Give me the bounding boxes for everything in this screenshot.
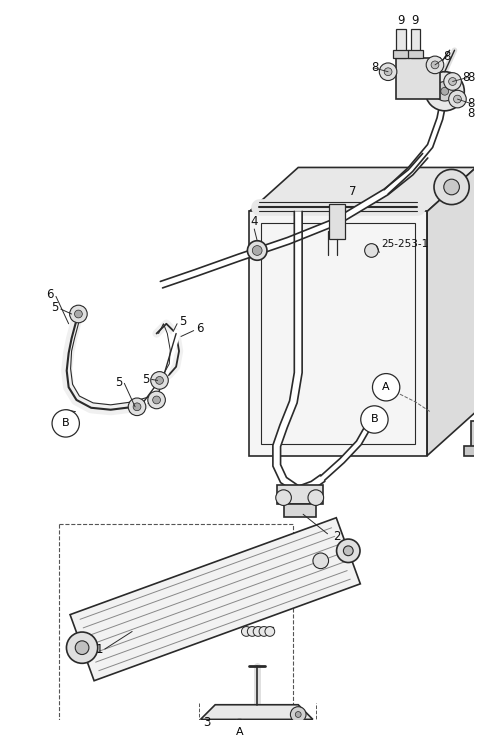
Circle shape [148, 391, 166, 408]
Circle shape [153, 396, 160, 404]
Text: 8: 8 [462, 71, 470, 84]
Circle shape [227, 719, 252, 736]
Circle shape [265, 626, 275, 637]
Polygon shape [479, 339, 480, 358]
Circle shape [290, 707, 306, 722]
Text: 6: 6 [196, 322, 203, 335]
Polygon shape [476, 163, 480, 417]
Polygon shape [464, 446, 480, 456]
Circle shape [295, 712, 301, 718]
Polygon shape [329, 204, 345, 238]
Circle shape [253, 626, 263, 637]
Circle shape [372, 374, 400, 401]
Polygon shape [410, 29, 420, 58]
Polygon shape [396, 29, 406, 58]
Circle shape [449, 91, 466, 108]
Circle shape [454, 95, 461, 103]
Polygon shape [284, 504, 316, 517]
Polygon shape [273, 211, 325, 494]
Text: 5: 5 [115, 376, 122, 389]
Circle shape [361, 406, 388, 434]
Circle shape [365, 244, 378, 258]
Text: 3: 3 [203, 716, 210, 729]
Circle shape [444, 179, 459, 195]
Circle shape [75, 641, 89, 654]
Text: A: A [383, 382, 390, 392]
Text: 5: 5 [143, 373, 150, 386]
Circle shape [426, 56, 444, 74]
Polygon shape [277, 485, 323, 504]
Text: 2: 2 [334, 530, 341, 543]
Polygon shape [384, 93, 448, 194]
Text: 1: 1 [96, 643, 103, 656]
Circle shape [74, 310, 83, 318]
Polygon shape [393, 50, 408, 58]
Polygon shape [250, 211, 427, 456]
Polygon shape [250, 168, 476, 211]
Circle shape [343, 546, 353, 556]
Text: 9: 9 [397, 15, 405, 27]
Polygon shape [160, 154, 428, 288]
Text: 7: 7 [349, 185, 357, 199]
Text: B: B [371, 414, 378, 425]
Text: 6: 6 [47, 288, 54, 301]
Polygon shape [201, 705, 313, 719]
Circle shape [133, 403, 141, 411]
Text: 9: 9 [412, 15, 419, 27]
Circle shape [435, 82, 455, 101]
Circle shape [425, 71, 464, 111]
Circle shape [308, 490, 324, 506]
Text: 8: 8 [467, 71, 475, 84]
Circle shape [441, 88, 449, 95]
Circle shape [151, 372, 168, 389]
Text: 5: 5 [51, 300, 59, 314]
Circle shape [449, 77, 456, 85]
Polygon shape [396, 58, 440, 99]
Circle shape [252, 246, 262, 255]
Text: 25-253-1: 25-253-1 [381, 238, 429, 249]
Circle shape [66, 632, 98, 663]
Circle shape [336, 539, 360, 562]
Polygon shape [479, 261, 480, 280]
Text: 8: 8 [467, 107, 475, 120]
Circle shape [128, 398, 146, 416]
Polygon shape [471, 422, 480, 450]
Circle shape [247, 241, 267, 261]
Text: 8: 8 [443, 49, 450, 63]
Polygon shape [427, 168, 476, 456]
Polygon shape [479, 182, 480, 202]
Polygon shape [479, 222, 480, 241]
Text: 5: 5 [179, 315, 186, 328]
Circle shape [313, 553, 329, 569]
Circle shape [247, 626, 257, 637]
Polygon shape [261, 223, 416, 444]
Circle shape [434, 169, 469, 205]
Circle shape [431, 61, 439, 68]
Circle shape [444, 73, 461, 91]
Circle shape [156, 377, 163, 384]
Circle shape [379, 63, 397, 80]
Text: 8: 8 [467, 97, 475, 110]
Circle shape [241, 626, 251, 637]
Text: A: A [236, 727, 243, 736]
Text: 4: 4 [251, 215, 258, 227]
Circle shape [276, 490, 291, 506]
Circle shape [259, 626, 269, 637]
Circle shape [52, 410, 79, 437]
Polygon shape [321, 428, 369, 481]
Polygon shape [408, 50, 423, 58]
Polygon shape [70, 517, 360, 681]
Polygon shape [479, 300, 480, 319]
Circle shape [70, 305, 87, 323]
Circle shape [384, 68, 392, 76]
Text: 8: 8 [371, 61, 378, 74]
Text: B: B [62, 418, 70, 428]
